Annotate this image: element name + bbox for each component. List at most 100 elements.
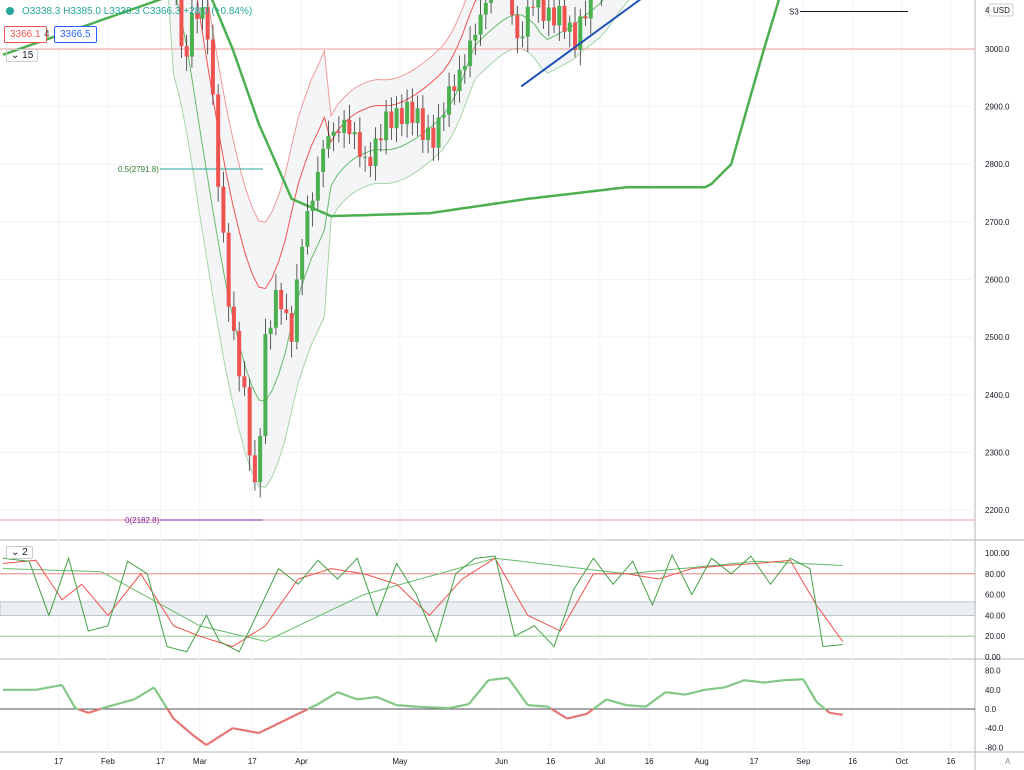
candle xyxy=(557,0,562,41)
buy-price-button[interactable]: 3366.5 xyxy=(54,26,97,43)
momentum-segment xyxy=(694,690,699,694)
candle-body xyxy=(294,279,299,342)
momentum-tick-label: 0.0 xyxy=(985,705,997,714)
candle xyxy=(226,223,231,322)
candle-body xyxy=(273,289,278,328)
candle xyxy=(315,156,320,210)
candle xyxy=(195,1,200,34)
candle xyxy=(263,318,268,444)
time-tick-label: 16 xyxy=(546,757,555,766)
candle xyxy=(389,97,394,140)
momentum-segment xyxy=(553,709,558,714)
candle-body xyxy=(263,334,268,437)
momentum-segment xyxy=(563,715,568,720)
pivot-label: S3 xyxy=(789,7,799,16)
momentum-segment xyxy=(64,690,70,698)
candles xyxy=(175,0,602,498)
stoch-tick-label: 60.00 xyxy=(985,591,1006,600)
momentum-segment xyxy=(110,703,115,707)
momentum-segment xyxy=(386,700,391,704)
momentum-segment xyxy=(583,712,588,716)
candle-body xyxy=(305,210,310,247)
momentum-segment xyxy=(599,700,604,706)
fib-level: 0(2182.8) xyxy=(125,516,263,525)
momentum-segment xyxy=(146,688,152,693)
momentum-segment xyxy=(245,729,250,733)
auto-scale-button: A xyxy=(1005,757,1011,766)
candle-body xyxy=(216,94,221,187)
momentum-segment xyxy=(566,716,571,720)
momentum-segment xyxy=(612,700,617,704)
candle xyxy=(478,0,483,46)
momentum-segment xyxy=(159,697,165,704)
candle xyxy=(510,0,515,25)
time-tick-label: May xyxy=(392,757,407,766)
sell-price-button[interactable]: 3366.1 xyxy=(4,26,47,43)
currency-label: USD xyxy=(988,3,1014,17)
candle xyxy=(326,120,331,158)
momentum-segment xyxy=(291,714,296,718)
time-tick-label: 16 xyxy=(645,757,654,766)
time-tick-label: 16 xyxy=(848,757,857,766)
momentum-segment xyxy=(350,695,355,700)
candle-body xyxy=(573,22,578,50)
candle-body xyxy=(520,36,525,39)
candle-body xyxy=(394,108,399,129)
time-tick-label: Jul xyxy=(595,757,605,766)
candle xyxy=(205,0,210,55)
candle xyxy=(279,282,284,325)
momentum-segment xyxy=(235,727,240,731)
momentum-segment xyxy=(140,692,145,697)
momentum-line xyxy=(3,676,843,746)
envelope-upper-line xyxy=(207,0,467,223)
momentum-segment xyxy=(461,703,466,707)
ohlc-readout: O3338.3 H3385.0 L3338.3 C3366.3 +28.0 (+… xyxy=(6,6,252,17)
momentum-segment xyxy=(819,703,824,709)
candle xyxy=(578,8,583,66)
momentum-segment xyxy=(212,737,217,742)
candle xyxy=(331,122,336,152)
candle xyxy=(284,293,289,321)
momentum-segment xyxy=(560,713,565,718)
momentum-segment xyxy=(78,708,83,712)
symbol-marker xyxy=(6,7,14,16)
momentum-segment xyxy=(330,693,335,698)
momentum-segment xyxy=(517,690,523,697)
candle xyxy=(562,0,567,39)
time-tick-label: Aug xyxy=(695,757,709,766)
indicator-collapse-button[interactable]: ⌄ 15 xyxy=(6,49,39,62)
candle xyxy=(237,321,242,392)
channel-lower-line xyxy=(520,0,642,88)
time-tick-label: 17 xyxy=(750,757,759,766)
momentum-segment xyxy=(67,695,73,703)
candle-body xyxy=(462,66,467,70)
candle xyxy=(321,140,326,188)
stoch-collapse-button[interactable]: ⌄ 2 xyxy=(6,546,33,559)
candle-body xyxy=(447,86,452,115)
candle-body xyxy=(431,127,436,148)
momentum-segment xyxy=(648,700,654,706)
candle-body xyxy=(189,12,194,57)
candle xyxy=(515,5,520,54)
momentum-segment xyxy=(271,724,276,728)
momentum-segment xyxy=(179,723,185,728)
candle xyxy=(541,0,546,29)
momentum-segment xyxy=(484,679,490,685)
momentum-segment xyxy=(465,703,469,706)
candle xyxy=(410,88,415,136)
momentum-segment xyxy=(730,682,735,687)
candle xyxy=(436,104,441,161)
candle xyxy=(363,146,368,172)
candle xyxy=(457,55,462,103)
envelope-lower-line xyxy=(168,0,630,488)
stoch-tick-label: 40.00 xyxy=(985,611,1006,620)
stoch-indicator-label: 2 xyxy=(22,547,28,558)
candle xyxy=(525,0,530,53)
candle-body xyxy=(300,246,305,280)
momentum-segment xyxy=(688,691,693,695)
momentum-segment xyxy=(546,705,552,710)
momentum-segment xyxy=(248,730,253,733)
time-tick-label: Jun xyxy=(495,757,508,766)
candle xyxy=(420,95,425,153)
